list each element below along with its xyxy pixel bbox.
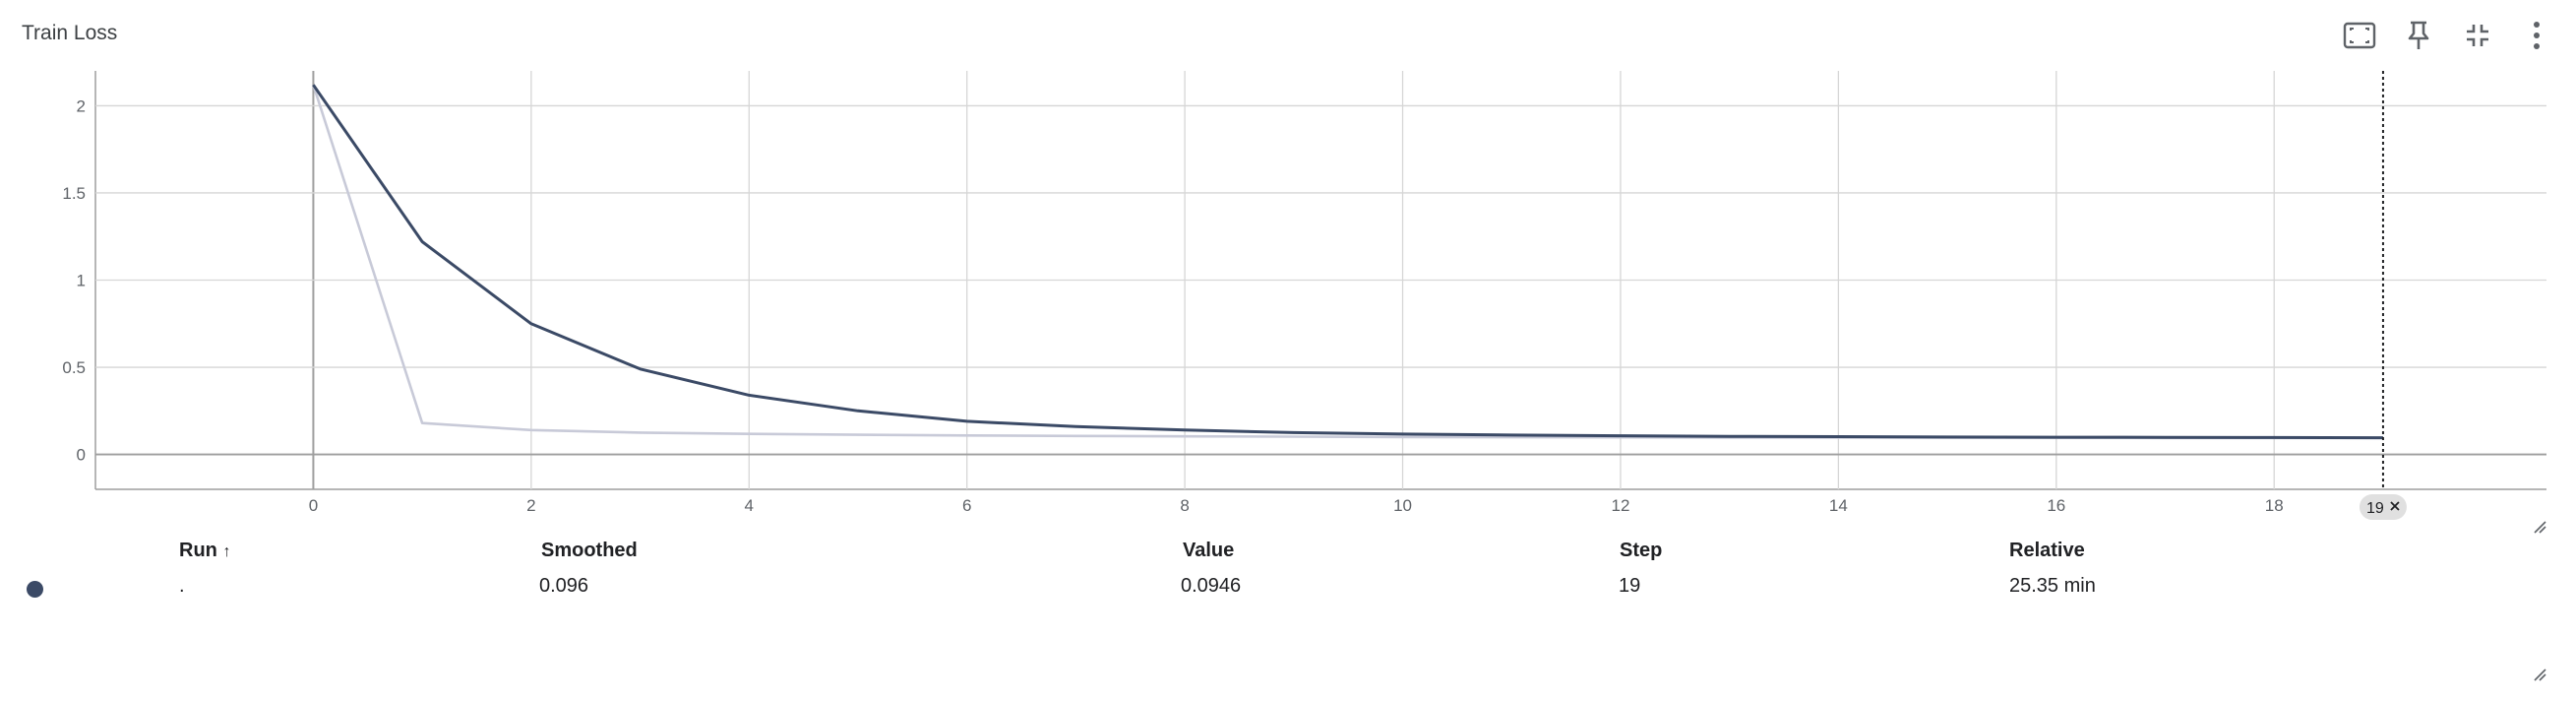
- pin-icon: [2408, 21, 2429, 49]
- card-toolbar: [2340, 16, 2556, 55]
- x-tick-label: 6: [962, 496, 971, 515]
- step-chip-background: [2359, 494, 2407, 520]
- value-cell: 0.0946: [1181, 575, 1242, 597]
- smoothed-cell: 0.096: [539, 575, 589, 597]
- relative-column-header[interactable]: Relative: [2009, 540, 2085, 561]
- y-tick-label: 0.5: [62, 358, 86, 377]
- more-options-button[interactable]: [2517, 16, 2556, 55]
- x-tick-label: 8: [1180, 496, 1189, 515]
- y-tick-label: 2: [77, 96, 86, 115]
- x-tick-label: 18: [2265, 496, 2284, 515]
- card-resize-handle-icon[interactable]: [2533, 668, 2546, 681]
- relative-cell: 25.35 min: [2009, 575, 2096, 597]
- x-tick-label: 16: [2047, 496, 2065, 515]
- smoothed-series-line: [312, 84, 2383, 440]
- x-tick-label: 4: [745, 496, 754, 515]
- y-tick-label: 0: [77, 446, 86, 465]
- run-name-cell: .: [179, 575, 185, 597]
- run-column-header[interactable]: Run ↑: [179, 540, 230, 562]
- fit-domain-button[interactable]: [2340, 16, 2379, 55]
- card-title: Train Loss: [22, 22, 118, 44]
- x-tick-label: 10: [1393, 496, 1412, 515]
- y-tick-label: 1: [77, 272, 86, 290]
- x-tick-label: 0: [309, 496, 318, 515]
- raw-series-line: [312, 84, 2383, 440]
- run-header-label: Run: [179, 540, 217, 561]
- step-column-header[interactable]: Step: [1620, 540, 1663, 561]
- collapse-icon: [2467, 25, 2488, 46]
- fit-to-screen-icon: [2343, 22, 2376, 49]
- run-color-dot: [27, 581, 43, 598]
- y-tick-label: 1.5: [62, 184, 86, 203]
- collapse-button[interactable]: [2458, 16, 2497, 55]
- smoothed-column-header[interactable]: Smoothed: [541, 540, 638, 561]
- line-chart[interactable]: 0 2 4 6 8 10 12 14 16 18 0 0.5 1 1.5 2 19: [0, 0, 2576, 532]
- step-cell: 19: [1619, 575, 1641, 597]
- x-tick-label: 12: [1611, 496, 1629, 515]
- chart-resize-handle-icon[interactable]: [2533, 520, 2546, 534]
- value-column-header[interactable]: Value: [1183, 540, 1235, 561]
- step-chip-label: 19: [2366, 500, 2384, 517]
- close-icon[interactable]: [2390, 501, 2400, 511]
- sort-ascending-icon: ↑: [222, 543, 231, 560]
- step-chip[interactable]: 19: [2359, 494, 2407, 520]
- pin-button[interactable]: [2399, 16, 2438, 55]
- x-tick-label: 14: [1829, 496, 1848, 515]
- more-vert-icon: [2534, 22, 2540, 49]
- x-tick-label: 2: [526, 496, 535, 515]
